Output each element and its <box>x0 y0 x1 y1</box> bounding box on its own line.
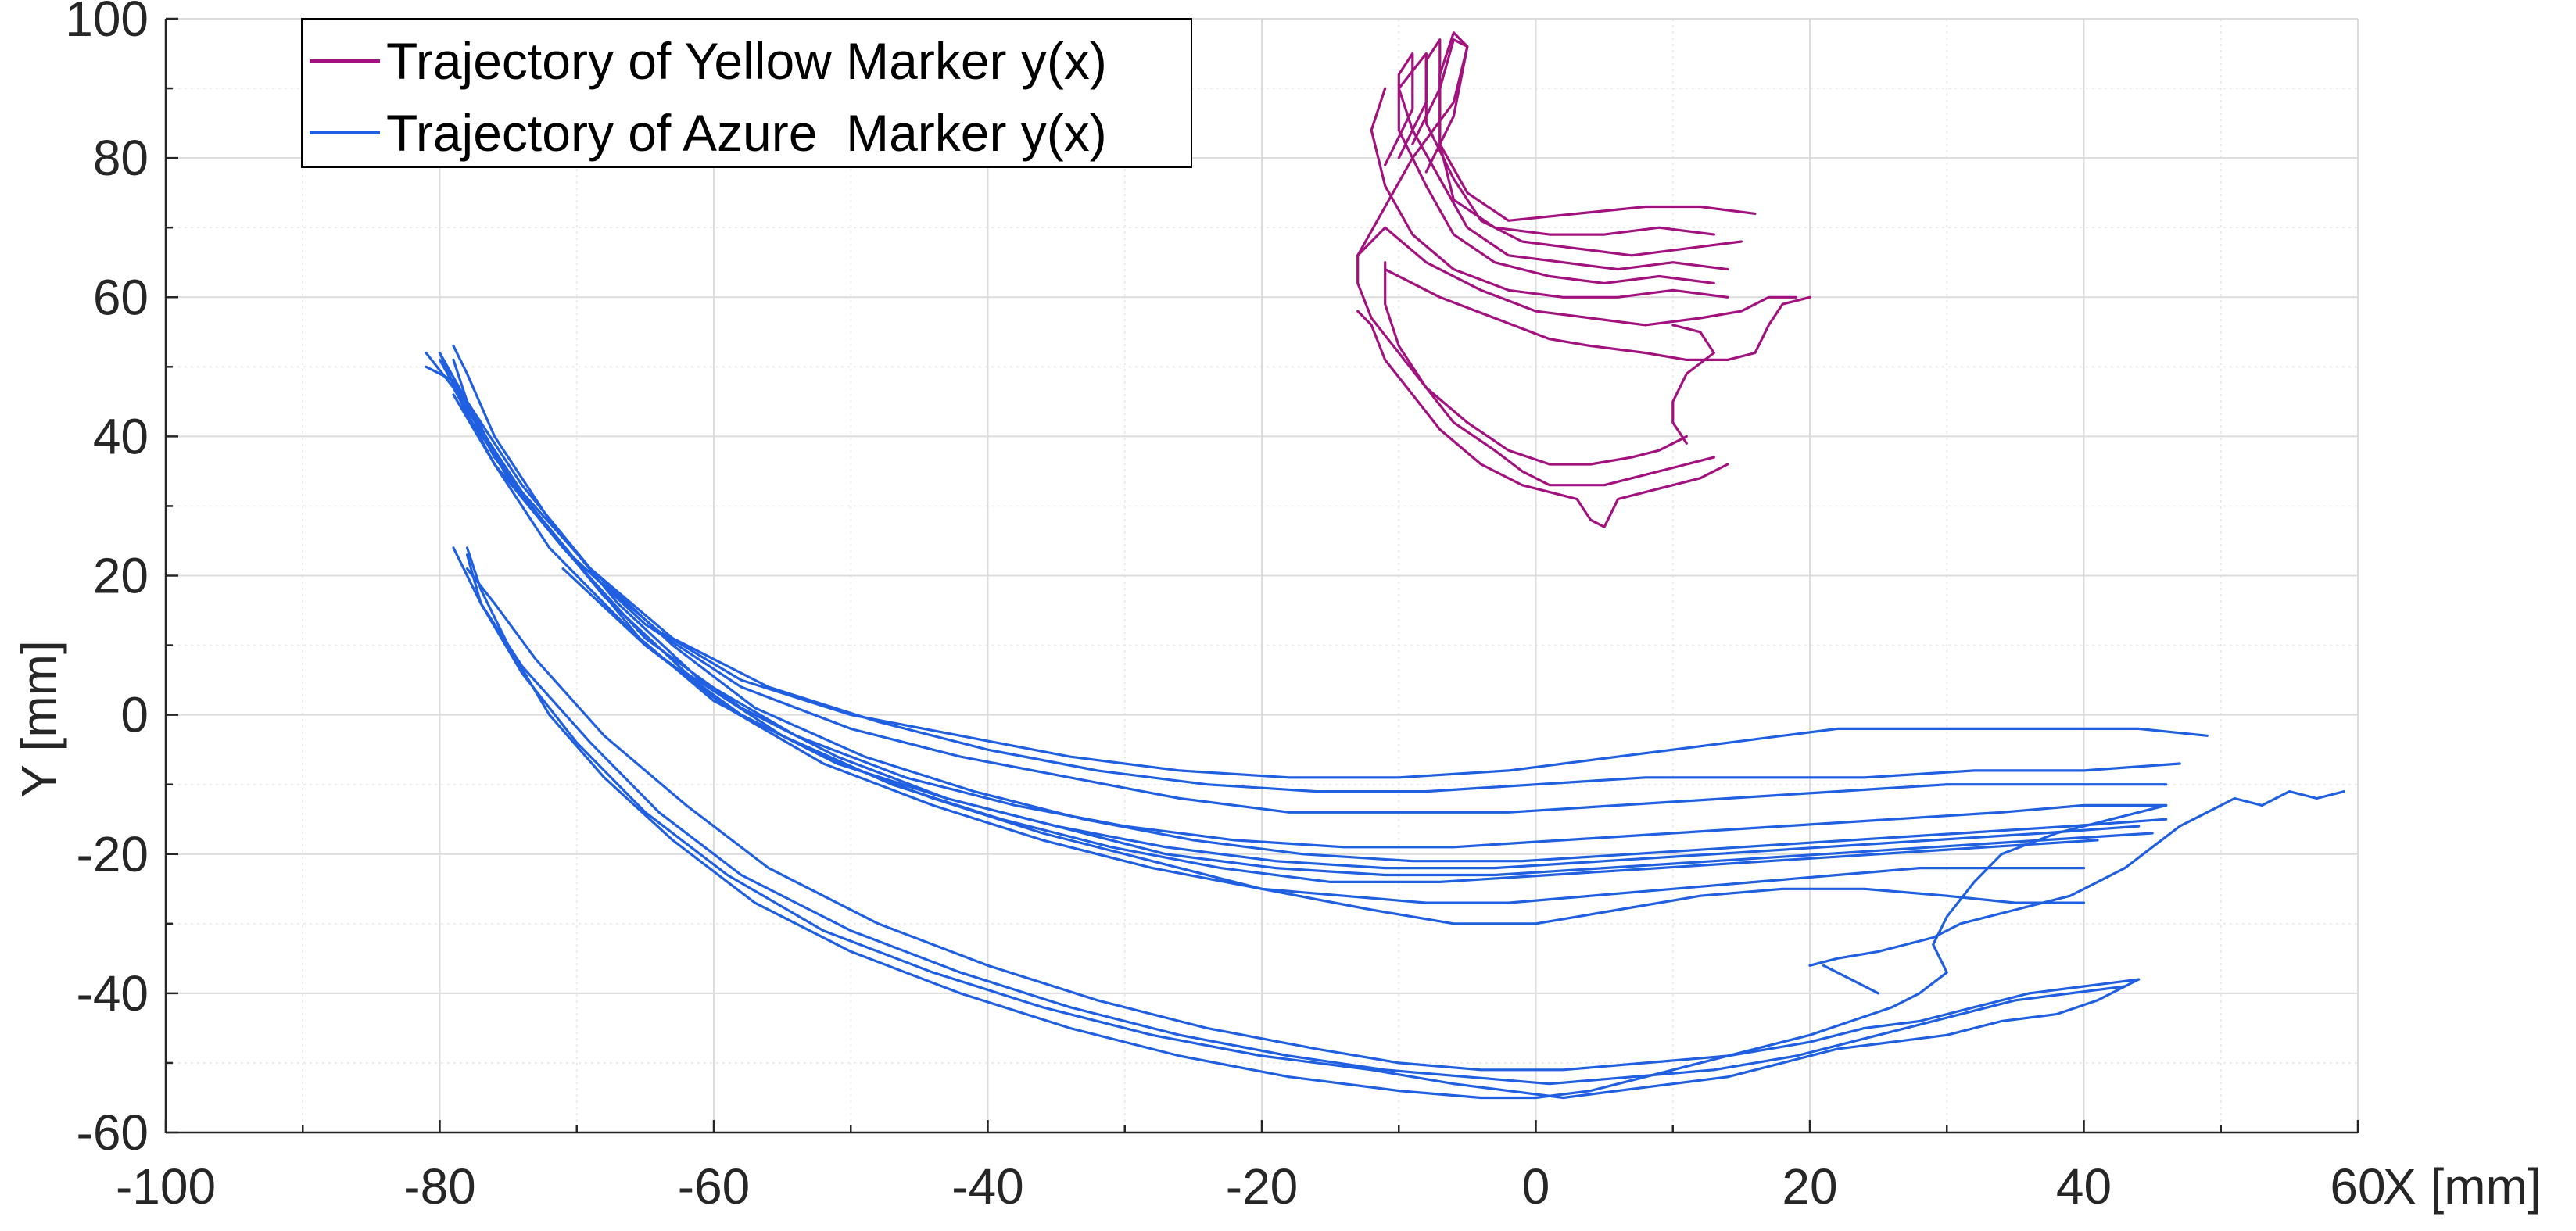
y-tick-label: -40 <box>77 965 149 1022</box>
series-0 <box>1356 31 1811 528</box>
trajectory-line <box>465 567 2141 1072</box>
trajectory-line <box>1384 52 1715 284</box>
x-tick-label: -20 <box>1226 1158 1299 1215</box>
x-tick-label: 20 <box>1782 1158 1837 1215</box>
y-tick-label: 60 <box>93 269 149 325</box>
series-layer <box>425 31 2346 1100</box>
x-tick-label: 60 <box>2330 1158 2385 1215</box>
x-tick-label: -60 <box>678 1158 751 1215</box>
trajectory-line <box>1356 226 1798 327</box>
trajectory-line <box>452 393 2086 925</box>
trajectory-line <box>465 546 2168 1100</box>
trajectory-line <box>1356 310 1729 528</box>
legend-label-azure: Trajectory of Azure Marker y(x) <box>386 104 1107 162</box>
legend: Trajectory of Yellow Marker y(x) Traject… <box>301 18 1192 168</box>
trajectory-line <box>452 379 2099 883</box>
series-1 <box>425 345 2346 1100</box>
y-tick-label: -60 <box>77 1104 149 1161</box>
legend-box <box>301 18 1192 168</box>
trajectory-line <box>452 546 2141 1100</box>
y-tick-label: 0 <box>120 687 149 743</box>
trajectory-line <box>1370 87 1729 299</box>
y-tick-label: 100 <box>65 0 149 47</box>
trajectory-line <box>1397 52 1729 271</box>
y-tick-label: 20 <box>93 548 149 604</box>
x-axis-label: X [mm] <box>2383 1158 2542 1215</box>
trajectory-line <box>1671 324 1715 445</box>
y-tick-label: 80 <box>93 130 149 186</box>
trajectory-line <box>1424 31 1715 236</box>
x-tick-label: -80 <box>403 1158 476 1215</box>
trajectory-line <box>561 567 2086 904</box>
trajectory-line <box>438 351 2168 863</box>
trajectory-line <box>1822 964 1880 995</box>
y-tick-label: -20 <box>77 826 149 882</box>
x-tick-label: -100 <box>116 1158 216 1215</box>
trajectory-line <box>465 553 2126 1086</box>
trajectory-line <box>1384 261 1688 466</box>
x-tick-label: 40 <box>2056 1158 2112 1215</box>
trajectory-line <box>1808 790 2346 967</box>
trajectory-line <box>1411 38 1743 257</box>
trajectory-line <box>1384 268 1811 361</box>
x-tick-label: 0 <box>1522 1158 1550 1215</box>
x-tick-label: -40 <box>951 1158 1024 1215</box>
legend-label-yellow: Trajectory of Yellow Marker y(x) <box>386 32 1107 90</box>
y-tick-label: 40 <box>93 408 149 464</box>
y-axis-label: Y [mm] <box>11 640 67 798</box>
axes-layer: -100 -80 -60 -40 -20 0 20 40 60 -60 -40 -20 0 20 40 60 8… <box>65 0 2385 1215</box>
trajectory-line <box>1356 254 1715 487</box>
